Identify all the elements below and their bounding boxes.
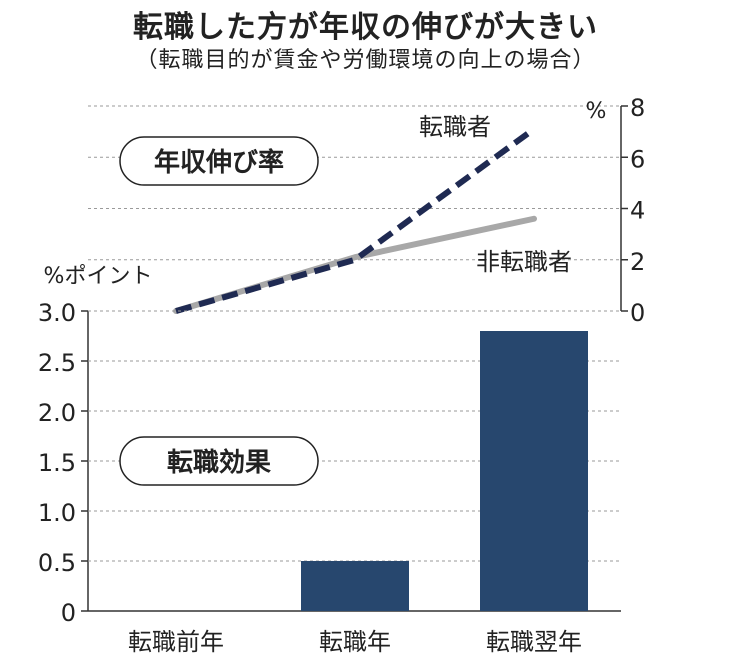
line-panel-label-box	[119, 136, 319, 186]
line-chart: 0 2 4 6 8 % 年収伸び率 転職者 非転職者	[88, 94, 645, 327]
x-axis-labels: 転職前年 転職年 転職翌年	[128, 628, 582, 656]
bar-panel-label: 転職効果	[119, 436, 319, 486]
bar-tick-label: 2.5	[38, 349, 76, 377]
x-axis-label: 転職前年	[128, 628, 224, 656]
line-tick-label: 6	[630, 145, 645, 173]
line-tick-label: 4	[630, 197, 645, 225]
bar-tick-label: 3.0	[38, 299, 76, 327]
bar-chart: 00.51.01.52.02.53.0 %ポイント 転職効果 転職前年 転職年 転職…	[38, 264, 621, 656]
bar-unit-label: %ポイント	[44, 264, 153, 289]
bar-panel-label-box	[119, 436, 319, 486]
line-unit-label: %	[586, 99, 607, 124]
bar-marks	[301, 331, 588, 611]
line-tick-label: 8	[630, 94, 645, 122]
x-axis-label: 転職年	[319, 628, 391, 656]
bar-tick-labels: 0 0.5 1.0 1.5 2.0 2.5 3.0	[38, 299, 88, 627]
bar-tick-label: 2.0	[38, 399, 76, 427]
series-label-non-switcher: 非転職者	[476, 248, 572, 276]
bar-tick-label: 1.5	[38, 449, 76, 477]
bar-2	[301, 561, 409, 611]
line-panel-label-text: 年収伸び率	[154, 147, 284, 178]
bar-tick-label: 0	[61, 599, 76, 627]
line-tick-label: 2	[630, 248, 645, 276]
bar-tick-label: 0.5	[38, 549, 76, 577]
series-line-switcher	[175, 126, 536, 314]
x-axis-label: 転職翌年	[486, 628, 582, 656]
line-tick-label: 0	[630, 299, 645, 327]
bar-3	[480, 331, 588, 611]
series-label-switcher: 転職者	[419, 113, 491, 141]
line-tick-labels: 0 2 4 6 8	[621, 94, 645, 327]
line-series-group	[173, 126, 537, 314]
chart-subtitle: （転職目的が賃金や労働環境の向上の場合）	[135, 48, 596, 73]
bar-panel-label-text: 転職効果	[167, 447, 271, 478]
bar-tick-label: 1.0	[38, 499, 76, 527]
line-panel-label: 年収伸び率	[119, 136, 319, 186]
chart-title: 転職した方が年収の伸びが大きい	[133, 10, 598, 45]
